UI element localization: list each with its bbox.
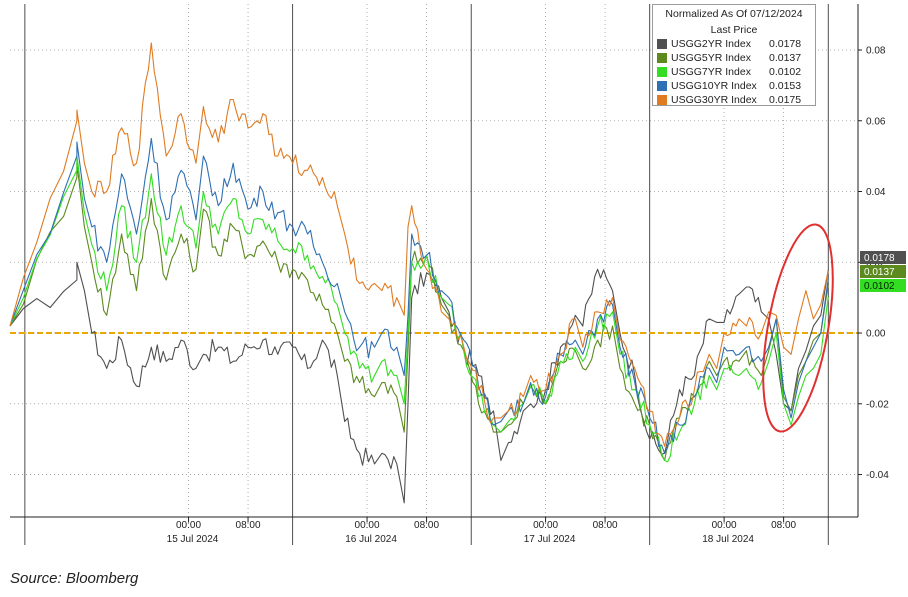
legend-items: USGG2YR Index 0.0178 USGG5YR Index 0.0137 US… xyxy=(653,37,815,107)
day-label: 17 Jul 2024 xyxy=(524,534,576,545)
last-price-badge-bg xyxy=(860,265,906,278)
y-tick-label: 0.08 xyxy=(866,45,886,56)
last-price-badge: 0.0137 xyxy=(860,265,906,278)
y-tick-label: -0.02 xyxy=(866,399,889,410)
x-tick-label: 08:00 xyxy=(593,520,618,531)
legend-swatch xyxy=(657,95,667,105)
series-line-usgg7yr xyxy=(9,155,829,463)
highlight-annotation xyxy=(762,223,834,433)
day-label: 15 Jul 2024 xyxy=(167,534,219,545)
legend-last-price: 0.0178 xyxy=(769,38,802,50)
y-tick-label: 0.04 xyxy=(866,187,886,198)
last-price-badge-text: 0.0137 xyxy=(864,267,895,278)
legend-last-price: 0.0137 xyxy=(769,52,802,64)
chart: 0.080.060.040.020.00-0.02-0.04 00:0008:0… xyxy=(9,4,906,545)
legend-last-price: 0.0102 xyxy=(769,66,802,78)
legend-series-name: USGG5YR Index xyxy=(671,52,751,64)
x-tick-label: 08:00 xyxy=(236,520,261,531)
legend-item: USGG2YR Index 0.0178 xyxy=(653,37,815,51)
y-tick-label: -0.04 xyxy=(866,470,889,481)
last-price-badge-text: 0.0178 xyxy=(864,253,895,264)
series-line-usgg30yr xyxy=(9,42,829,447)
legend-swatch xyxy=(657,39,667,49)
legend-title: Normalized As Of 07/12/2024 xyxy=(665,8,803,20)
legend-swatch xyxy=(657,53,667,63)
legend-item: USGG7YR Index 0.0102 xyxy=(653,65,815,79)
legend-item: USGG30YR Index 0.0175 xyxy=(653,93,815,107)
legend-swatch xyxy=(657,81,667,91)
legend: Normalized As Of 07/12/2024 Last Price U… xyxy=(652,4,816,106)
x-tick-labels: 00:00 08:00 00:00 08:00 00:00 08:00 00:00 08:00… xyxy=(167,517,797,545)
axes xyxy=(10,4,859,518)
legend-series-name: USGG7YR Index xyxy=(671,66,751,78)
x-tick-label: 00:00 xyxy=(176,520,201,531)
grid-lines xyxy=(10,4,858,517)
series-lines xyxy=(9,42,829,504)
legend-series-name: USGG2YR Index xyxy=(671,38,751,50)
legend-series-name: USGG30YR Index xyxy=(671,94,757,106)
legend-series-name: USGG10YR Index xyxy=(671,80,757,92)
legend-subtitle: Last Price xyxy=(710,24,758,36)
series-line-usgg5yr xyxy=(9,162,829,461)
last-price-badge-bg xyxy=(860,279,906,292)
series-line-usgg10yr xyxy=(9,137,829,454)
last-price-badge: 0.0102 xyxy=(860,279,906,292)
x-tick-label: 08:00 xyxy=(771,520,796,531)
legend-last-price: 0.0153 xyxy=(769,80,802,92)
legend-last-price: 0.0175 xyxy=(769,94,802,106)
series-line-usgg2yr xyxy=(9,261,829,504)
highlight-ellipse xyxy=(762,223,834,433)
last-price-badge: 0.0178 xyxy=(860,251,906,264)
x-tick-label: 00:00 xyxy=(712,520,737,531)
last-price-badge-bg xyxy=(860,251,906,264)
x-tick-label: 00:00 xyxy=(355,520,380,531)
day-label: 18 Jul 2024 xyxy=(702,534,754,545)
y-tick-label: 0.06 xyxy=(866,116,886,127)
last-price-badge-text: 0.0102 xyxy=(864,281,895,292)
legend-item: USGG10YR Index 0.0153 xyxy=(653,79,815,93)
legend-swatch xyxy=(657,67,667,77)
source-caption: Source: Bloomberg xyxy=(10,570,139,587)
x-tick-label: 08:00 xyxy=(414,520,439,531)
legend-item: USGG5YR Index 0.0137 xyxy=(653,51,815,65)
x-tick-label: 00:00 xyxy=(533,520,558,531)
y-tick-label: 0.00 xyxy=(866,329,886,340)
last-price-badges: 0.0178 0.0137 0.0102 xyxy=(860,251,906,292)
day-label: 16 Jul 2024 xyxy=(345,534,397,545)
